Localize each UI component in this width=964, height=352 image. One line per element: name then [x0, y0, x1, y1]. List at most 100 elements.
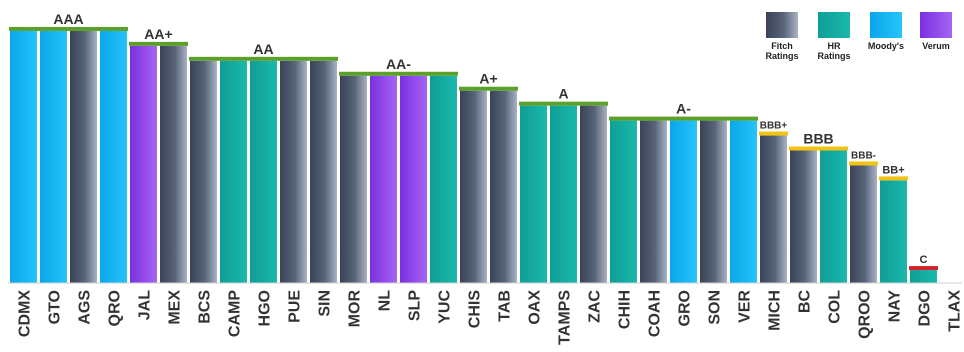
group-bracket-aa	[189, 56, 338, 61]
bar-dgo	[910, 270, 937, 283]
bar-camp	[220, 60, 247, 284]
tick-label-slp: SLP	[407, 290, 424, 321]
group-label-aa-: AA+	[144, 26, 172, 42]
legend-swatch-hr	[818, 12, 850, 38]
legend-item-hr: HR Ratings	[808, 12, 860, 61]
bar-pue	[280, 60, 307, 284]
legend-swatch-fitch	[766, 12, 798, 38]
bar-chih	[610, 120, 637, 283]
tick-label-dgo: DGO	[917, 290, 934, 326]
group-bracket-aa-	[129, 41, 188, 46]
tick-label-zac: ZAC	[587, 290, 604, 323]
tick-label-col: COL	[827, 290, 844, 324]
group-label-bbb: BBB	[803, 131, 833, 147]
bar-hgo	[250, 60, 277, 284]
tick-label-son: SON	[707, 290, 724, 325]
group-label-aaa: AAA	[53, 11, 83, 27]
legend-swatch-moodys	[870, 12, 902, 38]
tick-label-qro: QRO	[107, 290, 124, 326]
group-bracket-aa-	[339, 71, 458, 76]
tick-label-qroo: QROO	[857, 290, 874, 339]
tick-label-nl: NL	[377, 290, 394, 312]
bar-bcs	[190, 60, 217, 284]
bar-mor	[340, 75, 367, 284]
bar-tamps	[550, 105, 577, 284]
group-bracket-aaa	[9, 26, 128, 31]
legend-label-hr: HR Ratings	[817, 41, 851, 61]
group-label-bbb-: BBB+	[760, 121, 788, 132]
bar-slp	[400, 75, 427, 284]
group-bracket-a-	[459, 86, 518, 91]
tick-label-gto: GTO	[47, 290, 64, 324]
group-label-a: A	[558, 86, 568, 102]
bar-cdmx	[10, 30, 37, 284]
group-bracket-c	[909, 266, 938, 271]
group-label-bbb-: BBB-	[851, 150, 876, 161]
tick-label-camp: CAMP	[227, 290, 244, 337]
legend-item-fitch: Fitch Ratings	[756, 12, 808, 61]
bar-mich	[760, 135, 787, 283]
tick-label-mich: MICH	[767, 290, 784, 331]
group-label-aa: AA	[253, 41, 273, 57]
bar-mex	[160, 45, 187, 284]
bar-qroo	[850, 165, 877, 283]
tick-label-cdmx: CDMX	[17, 290, 34, 337]
group-bracket-bb-	[879, 176, 908, 181]
group-bracket-a	[519, 101, 608, 106]
bar-nay	[880, 180, 907, 283]
bar-sin	[310, 60, 337, 284]
tick-label-ver: VER	[737, 290, 754, 323]
tick-label-mor: MOR	[347, 290, 364, 328]
tick-label-bc: BC	[797, 290, 814, 314]
tick-label-oax: OAX	[527, 290, 544, 325]
tick-label-jal: JAL	[137, 290, 154, 320]
x-axis-tick-labels: CDMX GTO AGS QRO JAL MEX BCS CAMP HGO PUE SIN MOR NL…	[17, 290, 964, 345]
bar-gto	[40, 30, 67, 284]
tick-label-chih: CHIH	[617, 290, 634, 329]
bar-col	[820, 150, 847, 283]
group-bracket-a-	[609, 116, 758, 121]
group-bracket-bbb-	[849, 161, 878, 166]
bars-layer	[10, 30, 937, 284]
group-label-a-: A+	[479, 71, 497, 87]
group-label-aa-: AA-	[386, 56, 411, 72]
legend-label-fitch: Fitch Ratings	[765, 41, 799, 61]
bar-jal	[130, 45, 157, 284]
tick-label-nay: NAY	[887, 290, 904, 323]
tick-label-yuc: YUC	[437, 290, 454, 324]
tick-label-coah: COAH	[647, 290, 664, 337]
legend-label-verum: Verum	[922, 41, 950, 51]
tick-label-hgo: HGO	[257, 290, 274, 326]
bar-ver	[730, 120, 757, 283]
tick-label-pue: PUE	[287, 290, 304, 323]
bar-chis	[460, 90, 487, 283]
bar-son	[700, 120, 727, 283]
tick-label-tlax: TLAX	[947, 290, 964, 332]
legend-label-moodys: Moody's	[867, 41, 905, 51]
bar-bc	[790, 150, 817, 283]
group-label-a-: A-	[676, 101, 691, 117]
tick-label-mex: MEX	[167, 290, 184, 325]
bar-qro	[100, 30, 127, 284]
legend-item-moodys: Moody's	[860, 12, 912, 51]
bar-ags	[70, 30, 97, 284]
legend-swatch-verum	[920, 12, 952, 38]
bar-tab	[490, 90, 517, 283]
bar-zac	[580, 105, 607, 284]
tick-label-gro: GRO	[677, 290, 694, 326]
bar-coah	[640, 120, 667, 283]
bar-nl	[370, 75, 397, 284]
bar-gro	[670, 120, 697, 283]
tick-label-chis: CHIS	[467, 290, 484, 329]
bar-yuc	[430, 75, 457, 284]
group-label-bb-: BB+	[882, 164, 904, 176]
tick-label-bcs: BCS	[197, 290, 214, 324]
legend-item-verum: Verum	[910, 12, 962, 51]
bar-oax	[520, 105, 547, 284]
tick-label-sin: SIN	[317, 290, 334, 317]
tick-label-tab: TAB	[497, 290, 514, 322]
tick-label-tamps: TAMPS	[557, 290, 574, 345]
legend: Fitch Ratings HR Ratings Moody's Verum	[756, 12, 962, 72]
